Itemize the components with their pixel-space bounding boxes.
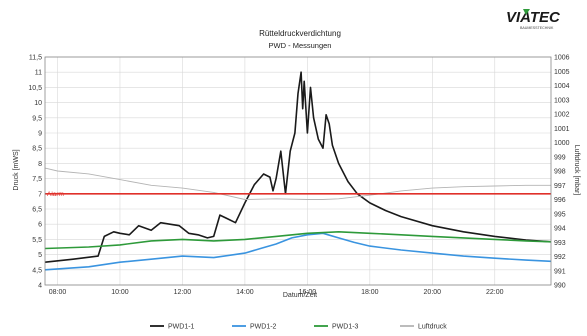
y-tick-label: 6,5: [32, 207, 42, 214]
y-tick-label: 5: [38, 252, 42, 259]
series-line-pwd1-3: [44, 231, 552, 250]
legend: PWD1-1 PWD1-2 PWD1-3 Luftdruck: [150, 324, 447, 331]
x-tick-label: 12:00: [174, 289, 192, 296]
x-tick-label: 08:00: [49, 289, 67, 296]
logo-tagline: BAUMESSTECHNIK: [520, 26, 554, 30]
x-tick-label: 10:00: [111, 289, 129, 296]
y-right-tick-label: 1001: [554, 126, 570, 133]
series-line-pwd1-1: [44, 71, 552, 263]
y-right-tick-label: 1003: [554, 97, 570, 104]
legend-label-pwd1-3: PWD1-3: [332, 324, 359, 331]
alarm-label: Alarm: [47, 191, 64, 198]
y-right-tick-label: 996: [554, 197, 566, 204]
chart-title: Rütteldruckverdichtung: [259, 29, 341, 38]
y-tick-label: 4,5: [32, 267, 42, 274]
legend-label-pwd1-1: PWD1-1: [168, 324, 195, 331]
y-right-tick-label: 1004: [554, 83, 570, 90]
ticks-layer: 4 4,5 5 5,5 6 6,5 7 7,5 8 8,5 9 9,5 10 10,5 11 11,5 990 9…: [28, 55, 569, 297]
x-tick-label: 22:00: [486, 289, 504, 296]
plot-frame: [44, 56, 552, 286]
viatec-logo: VIATEC BAUMESSTECHNIK: [506, 9, 561, 30]
y-tick-label: 7: [38, 191, 42, 198]
series-line-pwd1-2: [44, 232, 552, 271]
y-right-tick-label: 998: [554, 169, 566, 176]
y-right-tick-label: 991: [554, 268, 566, 275]
y-tick-label: 9: [38, 131, 42, 138]
y-right-tick-label: 994: [554, 226, 566, 233]
y-tick-label: 6: [38, 222, 42, 229]
logo-accent-icon: [523, 9, 530, 15]
x-tick-label: 20:00: [424, 289, 442, 296]
y-tick-label: 7,5: [32, 176, 42, 183]
y-right-tick-label: 990: [554, 283, 566, 290]
y-tick-label: 11: [35, 70, 42, 77]
y-tick-label: 11,5: [29, 55, 42, 62]
x-axis-label: Datum/Zeit: [283, 292, 317, 299]
y-tick-label: 8: [38, 161, 42, 168]
chart-subtitle: PWD - Messungen: [269, 41, 332, 50]
y-right-tick-label: 992: [554, 254, 566, 261]
x-tick-label: 18:00: [361, 289, 379, 296]
y-axis-label: Druck [mWS]: [13, 149, 20, 190]
y-right-tick-label: 995: [554, 211, 566, 218]
y-tick-label: 10: [34, 100, 42, 107]
y-right-tick-label: 1000: [554, 140, 570, 147]
x-tick-label: 14:00: [236, 289, 254, 296]
y-tick-label: 4: [38, 283, 42, 290]
y-tick-label: 8,5: [32, 146, 42, 153]
y-right-tick-label: 1002: [554, 112, 570, 119]
y-right-tick-label: 1005: [554, 69, 570, 76]
y-right-tick-label: 1006: [554, 55, 570, 62]
legend-label-luftdruck: Luftdruck: [418, 324, 447, 331]
y-tick-label: 10,5: [28, 85, 42, 92]
series-line-luftdruck: [44, 167, 551, 200]
logo-brand: VIATEC: [506, 9, 561, 26]
series-layer: Alarm: [44, 71, 552, 271]
y-tick-label: 5,5: [32, 237, 42, 244]
y-right-tick-label: 999: [554, 154, 566, 161]
y-right-tick-label: 997: [554, 183, 566, 190]
x-tick-label: 16:00: [299, 289, 317, 296]
y-right-tick-label: 993: [554, 240, 566, 247]
y-axis-right-label: Luftdruck [mbar]: [573, 145, 580, 196]
legend-label-pwd1-2: PWD1-2: [250, 324, 277, 331]
y-tick-label: 9,5: [32, 115, 42, 122]
